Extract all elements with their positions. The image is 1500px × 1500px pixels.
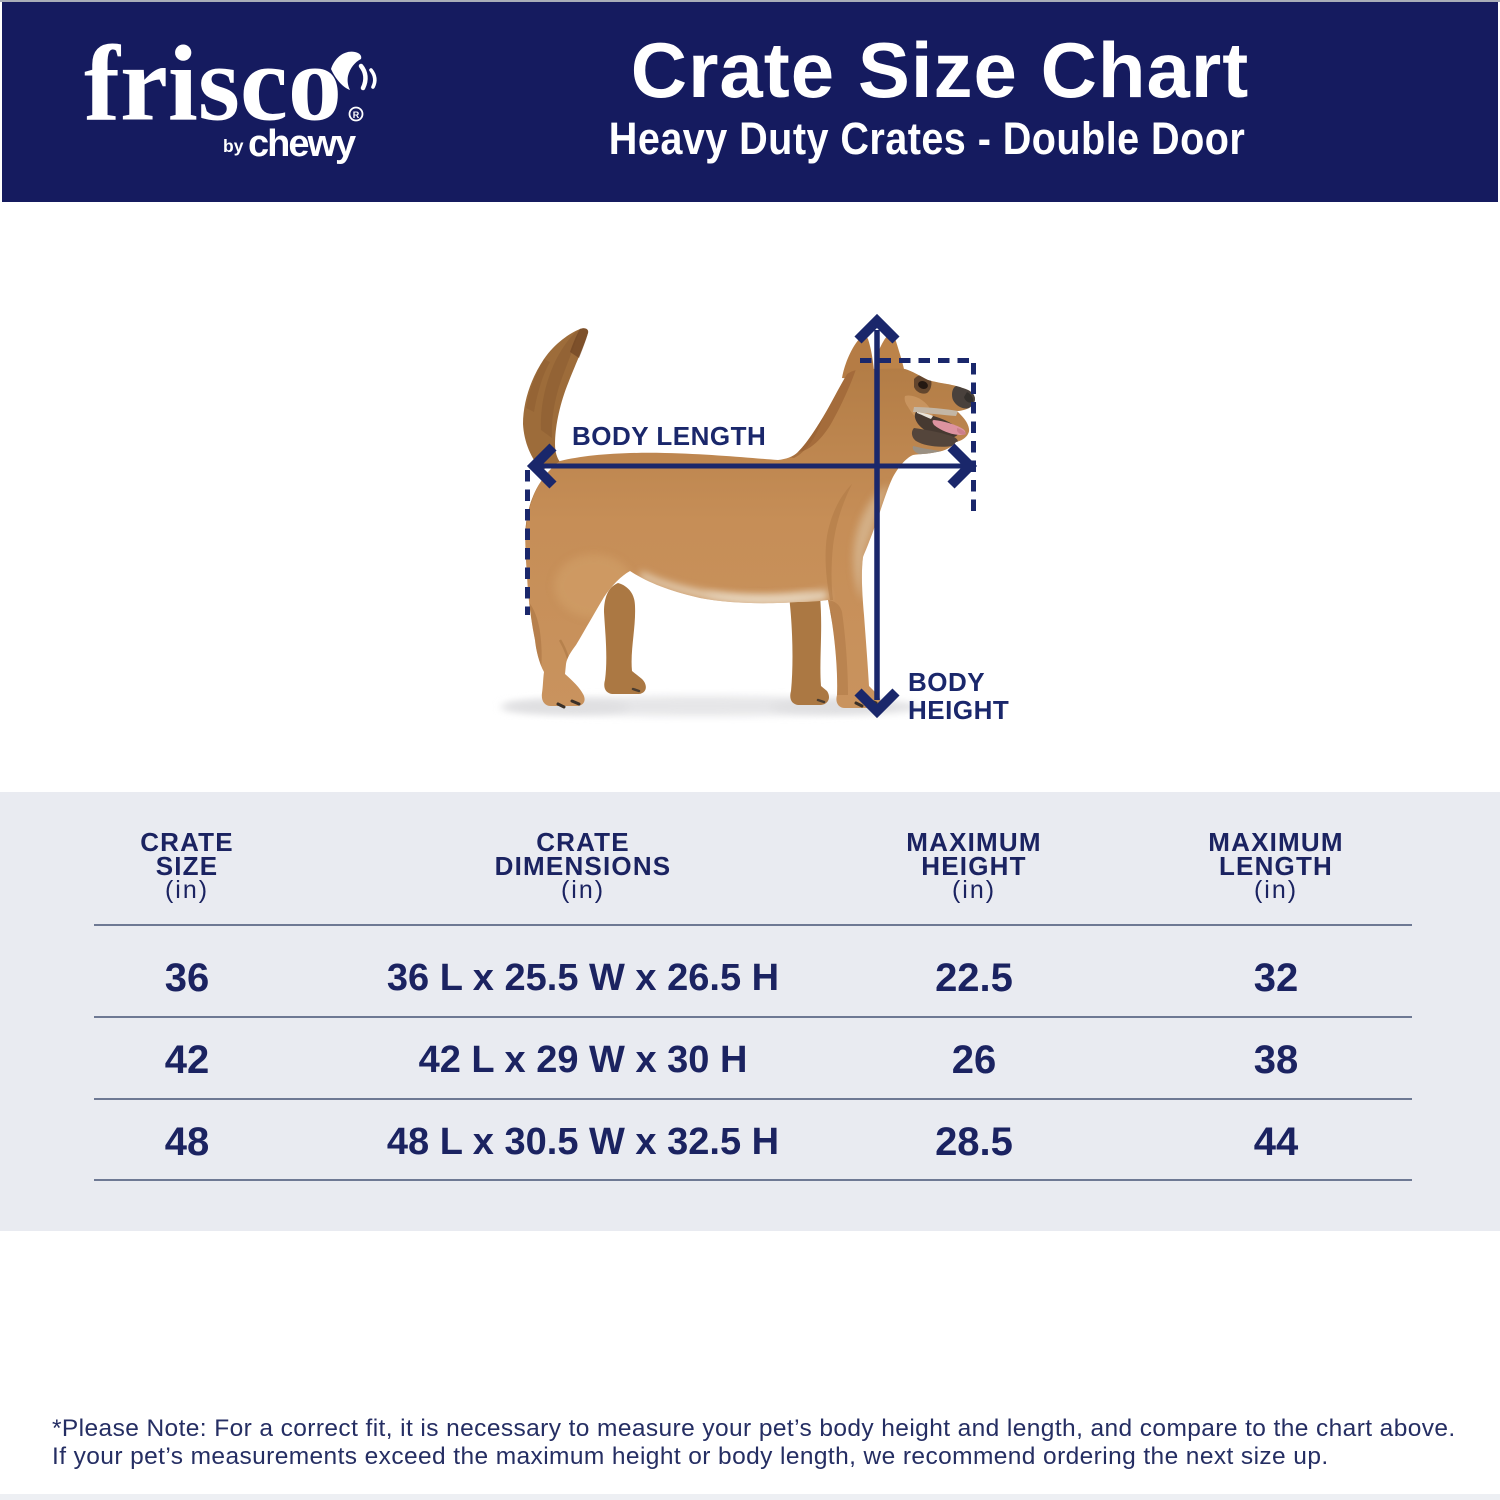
svg-text:HEIGHT: HEIGHT [908, 695, 1009, 725]
svg-text:frisco: frisco [84, 25, 342, 144]
svg-text:by: by [223, 136, 244, 156]
svg-text:BODY: BODY [908, 667, 985, 697]
svg-text:chewy: chewy [248, 123, 356, 165]
svg-text:R: R [353, 110, 360, 120]
svg-text:BODY LENGTH: BODY LENGTH [572, 421, 766, 451]
